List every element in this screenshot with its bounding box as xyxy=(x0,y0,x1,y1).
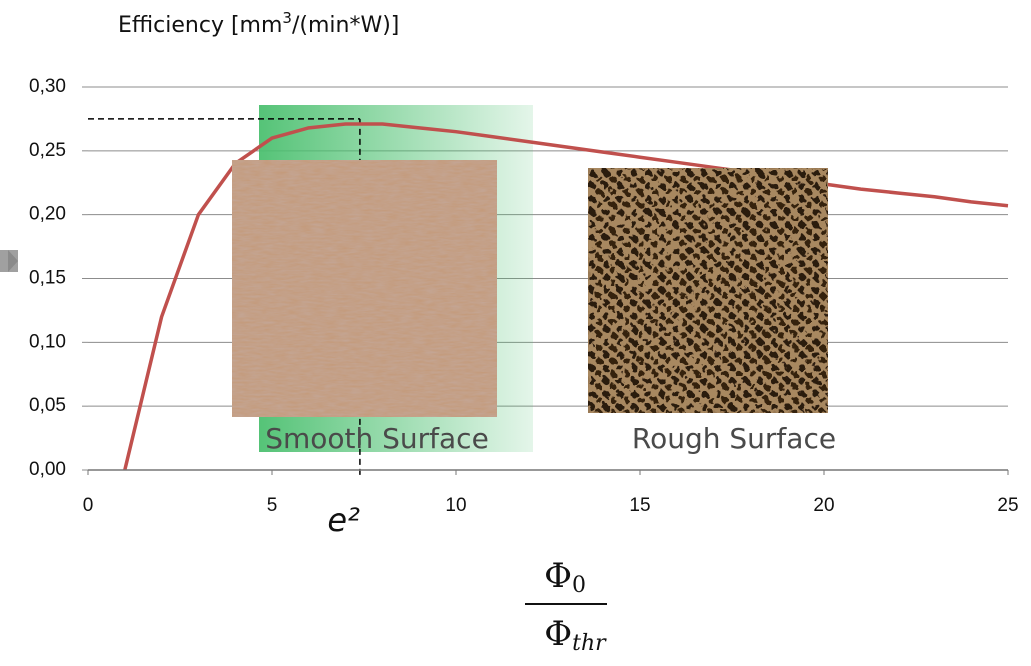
y-label-text: Efficiency [mm xyxy=(118,13,282,38)
rough-surface-texture xyxy=(588,168,828,413)
y-tick-label: 0,25 xyxy=(29,140,66,161)
x-tick-label: 25 xyxy=(997,495,1018,516)
y-tick-label: 0,05 xyxy=(29,395,66,416)
x-label-den-sub: thr xyxy=(572,631,607,656)
y-tick-label: 0,10 xyxy=(29,331,66,352)
x-label-num-sub: 0 xyxy=(572,573,586,598)
series xyxy=(123,122,1009,471)
x-tick-label: 0 xyxy=(83,495,94,516)
data-line xyxy=(123,122,1009,471)
side-marker-arrow xyxy=(8,250,18,272)
x-label-numerator: Φ0 xyxy=(544,556,586,598)
x-tick-label: 10 xyxy=(445,495,466,516)
y-tick-label: 0,00 xyxy=(29,459,66,480)
x-label-denominator: Φthr xyxy=(544,614,607,656)
y-tick-label: 0,30 xyxy=(29,76,66,97)
x-tick-label: 20 xyxy=(813,495,834,516)
y-tick-label: 0,20 xyxy=(29,204,66,225)
image-label: Smooth Surface xyxy=(265,422,489,455)
smooth-image xyxy=(232,160,497,417)
annotation: e² xyxy=(88,118,361,539)
y-tick-label: 0,15 xyxy=(29,268,66,289)
y-label-suffix: /(min*W)] xyxy=(292,13,399,38)
axes: 0,00 0,05 0,10 0,15 0,20 0,25 0,30 0 5 10 15 20 25 xyxy=(29,76,1019,516)
x-label-den-symbol: Φ xyxy=(544,614,572,654)
rough-image xyxy=(588,168,828,413)
x-tick-label: 15 xyxy=(629,495,650,516)
x-tick-label: 5 xyxy=(267,495,278,516)
annotation-label: e² xyxy=(327,501,360,539)
smooth-surface-texture xyxy=(232,160,497,417)
image-label: Rough Surface xyxy=(632,422,836,455)
y-label-sup: 3 xyxy=(282,9,292,27)
y-axis-label: Efficiency [mm3/(min*W)] xyxy=(118,9,399,39)
x-label-num-symbol: Φ xyxy=(544,556,572,596)
